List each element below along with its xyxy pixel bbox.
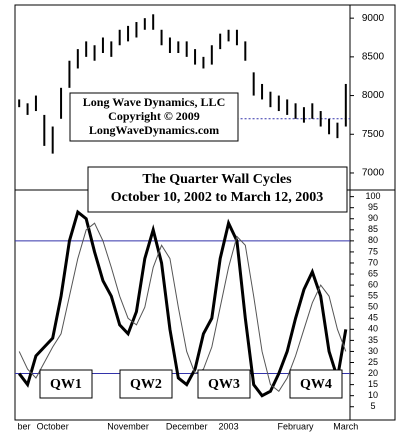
y-tick-label: 50 bbox=[368, 302, 378, 312]
y-tick-label: 40 bbox=[368, 324, 378, 334]
y-tick-label: 100 bbox=[365, 191, 380, 201]
annotation: LongWaveDynamics.com bbox=[89, 123, 219, 137]
text-box bbox=[69, 92, 239, 142]
series-line bbox=[17, 209, 348, 398]
y-tick-label: 5 bbox=[370, 401, 375, 411]
label-box bbox=[197, 369, 251, 399]
y-tick-label: 10 bbox=[368, 390, 378, 400]
y-tick-label: 80 bbox=[368, 235, 378, 245]
y-tick-label: 8000 bbox=[362, 90, 385, 101]
cycle-label: QW1 bbox=[50, 377, 82, 392]
x-tick-label: March bbox=[333, 421, 358, 431]
label-box bbox=[119, 369, 173, 399]
label-box bbox=[289, 369, 343, 399]
label-box bbox=[39, 369, 93, 399]
x-tick-label: October bbox=[37, 421, 69, 431]
y-tick-label: 35 bbox=[368, 335, 378, 345]
x-tick-label: ber bbox=[17, 421, 30, 431]
y-tick-label: 7000 bbox=[362, 168, 385, 179]
cycle-label: QW3 bbox=[208, 377, 240, 392]
y-tick-label: 15 bbox=[368, 379, 378, 389]
y-tick-label: 9000 bbox=[362, 13, 385, 24]
y-tick-label: 20 bbox=[368, 368, 378, 378]
chart-title: The Quarter Wall Cycles bbox=[142, 172, 292, 187]
y-tick-label: 8500 bbox=[362, 52, 385, 63]
y-tick-label: 60 bbox=[368, 279, 378, 289]
y-tick-label: 85 bbox=[368, 224, 378, 234]
y-tick-label: 30 bbox=[368, 346, 378, 356]
cycle-label: QW4 bbox=[300, 377, 332, 392]
frame bbox=[14, 4, 396, 421]
y-tick-label: 95 bbox=[368, 202, 378, 212]
x-tick-label: 2003 bbox=[219, 421, 239, 431]
y-tick-label: 55 bbox=[368, 291, 378, 301]
title-box bbox=[87, 166, 348, 213]
cycle-label: QW2 bbox=[130, 377, 162, 392]
y-tick-label: 90 bbox=[368, 213, 378, 223]
chart-subtitle: October 10, 2002 to March 12, 2003 bbox=[111, 190, 324, 205]
y-tick-label: 45 bbox=[368, 313, 378, 323]
annotation: Copyright © 2009 bbox=[108, 109, 200, 123]
y-tick-label: 25 bbox=[368, 357, 378, 367]
y-tick-label: 70 bbox=[368, 257, 378, 267]
y-tick-label: 7500 bbox=[362, 129, 385, 140]
x-tick-label: November bbox=[107, 421, 149, 431]
y-tick-label: 65 bbox=[368, 268, 378, 278]
series-line bbox=[18, 222, 347, 392]
x-tick-label: December bbox=[166, 421, 208, 431]
annotation: Long Wave Dynamics, LLC bbox=[83, 95, 225, 109]
x-tick-label: February bbox=[278, 421, 315, 431]
y-tick-label: 75 bbox=[368, 246, 378, 256]
